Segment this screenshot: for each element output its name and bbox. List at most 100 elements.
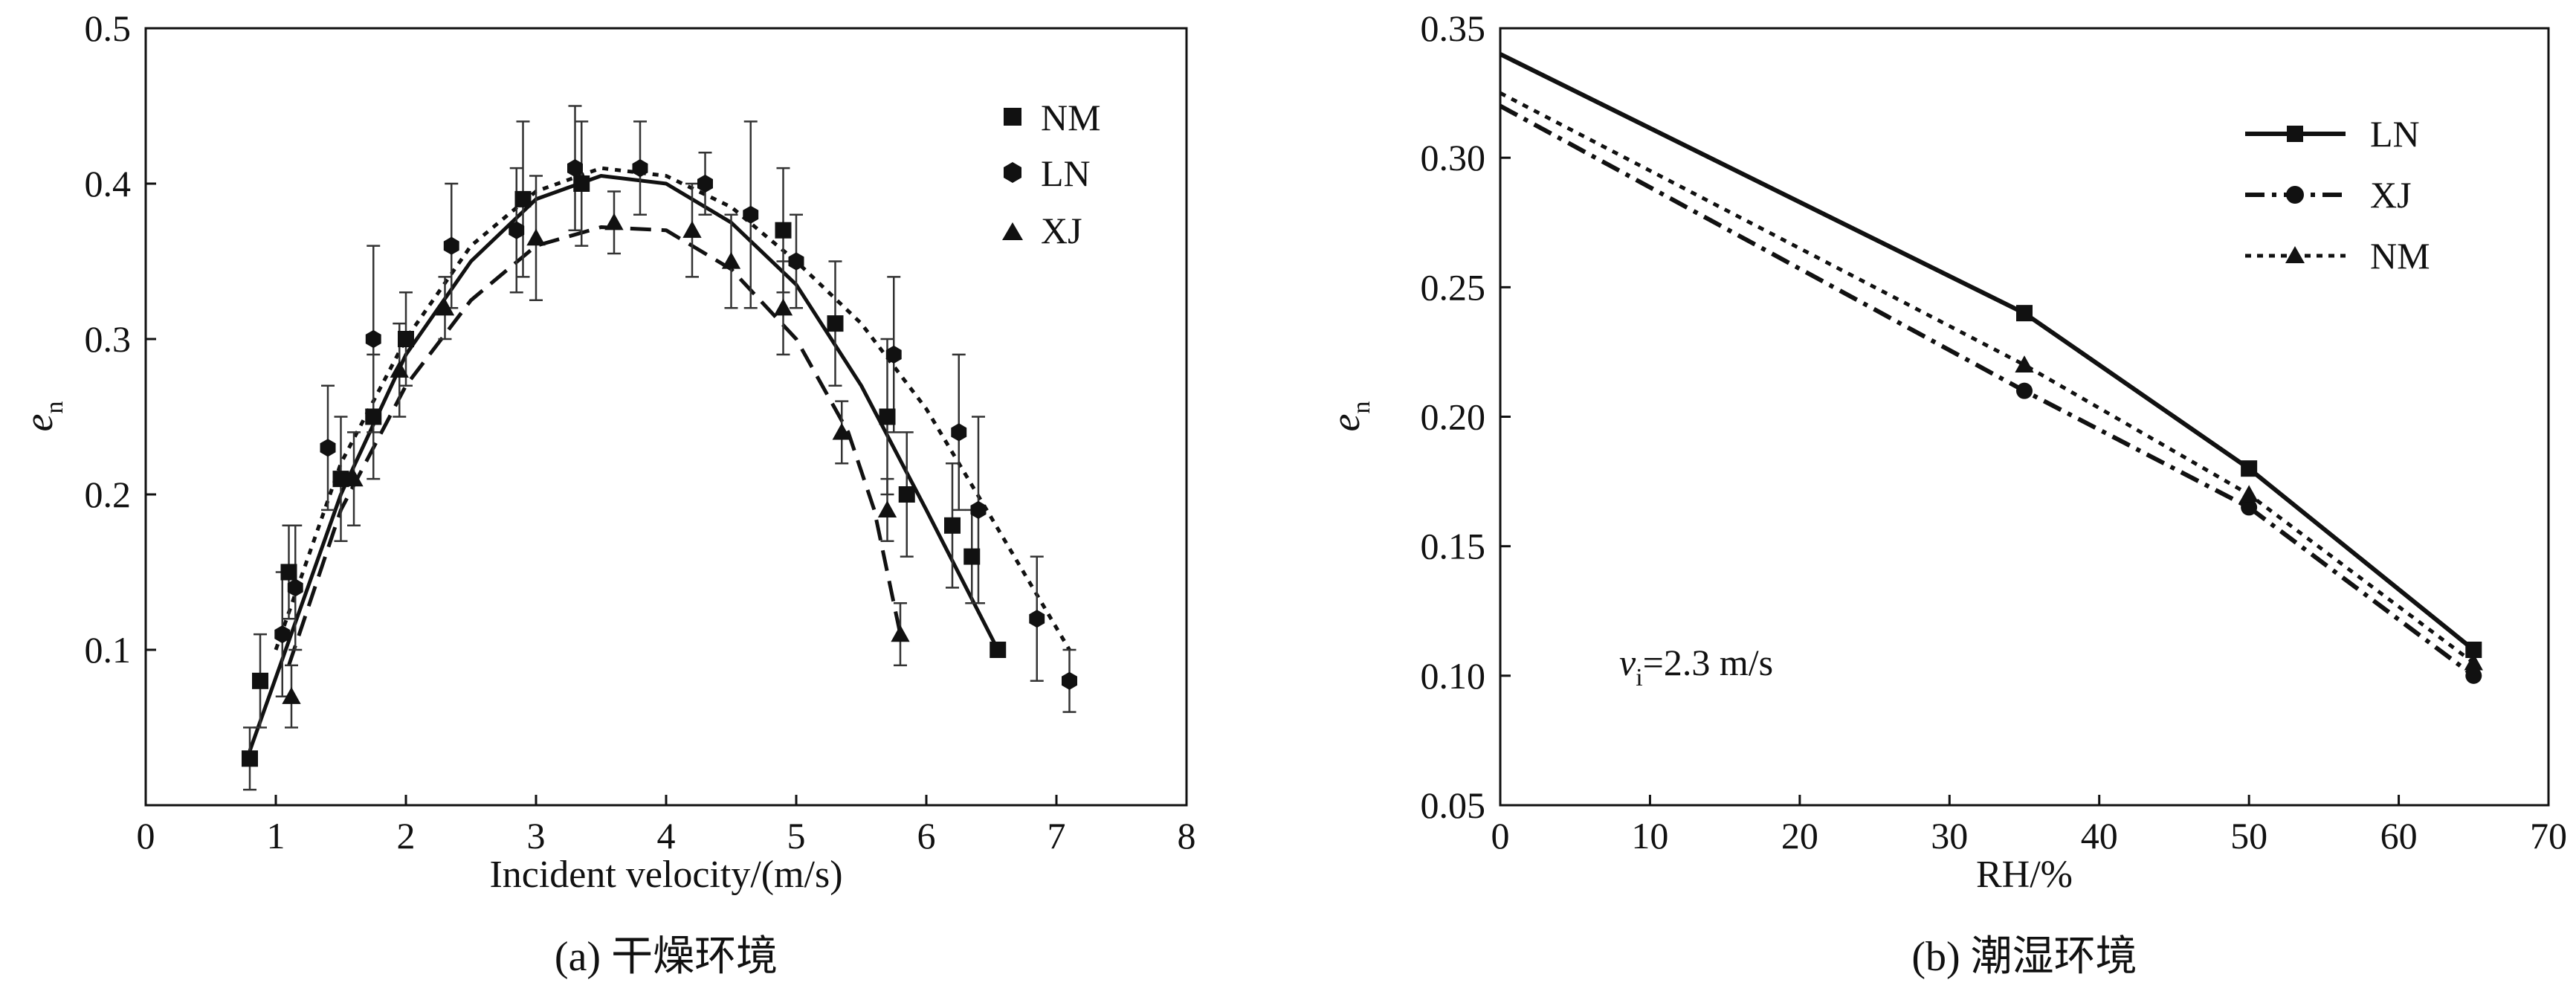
panel-b-x-axis-title: RH/% (1976, 854, 2073, 896)
panel-b-x-tick-label: 30 (1931, 815, 1968, 857)
panel-b-caption: (b) 潮湿环境 (1911, 934, 2137, 980)
panel-a-point-ln (320, 439, 336, 457)
panel-a-y-axis-title: en (16, 401, 68, 432)
panel-b-y-axis-title: en (1323, 401, 1375, 432)
panel-b-y-tick-label: 0.20 (1421, 396, 1486, 438)
panel-b-point-xj (2465, 667, 2482, 684)
panel-a-legend-label-ln: LN (1041, 152, 1091, 194)
panel-a-legend: NM LN XJ (1002, 97, 1101, 251)
panel-a-point-xj (282, 687, 301, 704)
panel-b-legend-label-xj: XJ (2370, 174, 2412, 216)
panel-a-point-ln (743, 205, 759, 224)
panel-a-legend-label-xj: XJ (1041, 210, 1082, 251)
panel-b-line-nm (1499, 91, 2475, 665)
panel-b-x-tick-label: 70 (2530, 815, 2567, 857)
panel-a-point-xj (604, 213, 624, 230)
annotation-value: =2.3 m/s (1643, 642, 1773, 683)
panel-a-x-tick-label: 0 (137, 815, 155, 857)
panel-a-y-tick-label: 0.5 (85, 7, 132, 49)
panel-b-x-tick-label: 10 (1631, 815, 1668, 857)
panel-b-point-nm (2015, 355, 2034, 372)
legend-triangle-marker (2285, 246, 2305, 263)
panel-b-point-ln (2241, 460, 2258, 477)
panel-a-point-nm (775, 222, 792, 239)
panel-a-y-axis-title-sub: n (41, 401, 68, 414)
panel-a-point-ln (885, 345, 902, 364)
panel-a-point-ln (1062, 671, 1077, 690)
panel-a-point-nm (898, 486, 915, 503)
panel-a-point-nm (280, 564, 297, 581)
panel-a-y-tick-label: 0.1 (85, 629, 132, 671)
panel-a-point-ln (632, 159, 648, 178)
panel-b-x-tick-label: 20 (1781, 815, 1818, 857)
panel-a-point-xj (891, 625, 910, 642)
panel-a-point-ln (951, 423, 967, 442)
panel-a-point-ln (970, 500, 987, 519)
panel-a-point-xj (721, 251, 741, 269)
panel-a-error-bars (243, 105, 1076, 791)
panel-a-x-ticks: 0 1 2 3 4 5 6 7 8 (137, 795, 1196, 857)
legend-square-marker (2287, 126, 2303, 142)
panel-a-point-nm (573, 175, 590, 192)
panel-a-point-ln (697, 174, 713, 193)
panel-a-plot-frame (144, 27, 1188, 807)
panel-b-y-tick-label: 0.30 (1421, 137, 1486, 178)
panel-b-point-nm (2239, 485, 2259, 503)
panel-a-point-xj (877, 500, 897, 518)
panel-a-y-tick-label: 0.2 (85, 474, 132, 515)
panel-a-x-tick-label: 4 (657, 815, 676, 857)
panel-b-y-tick-label: 0.10 (1421, 655, 1486, 697)
panel-b-legend-label-nm: NM (2370, 235, 2430, 277)
panel-a-point-ln (365, 329, 381, 349)
panel-a-point-nm (242, 750, 258, 767)
panel-a-point-ln (1029, 610, 1045, 628)
panel-b-x-tick-label: 40 (2081, 815, 2118, 857)
panel-a-point-nm (398, 331, 414, 347)
panel-a-point-ln (443, 236, 459, 255)
panel-b-point-xj (2241, 499, 2258, 516)
panel-b-y-tick-label: 0.05 (1421, 784, 1486, 826)
panel-a-x-tick-label: 2 (397, 815, 416, 857)
legend-hexagon-marker (1004, 162, 1021, 183)
panel-a-caption: (a) 干燥环境 (555, 934, 778, 980)
panel-a-legend-label-nm: NM (1041, 97, 1101, 138)
panel-a-point-xj (682, 221, 702, 238)
legend-triangle-marker (1002, 222, 1023, 240)
panel-b-velocity-annotation: vi=2.3 m/s (1619, 642, 1773, 691)
panel-b-y-axis-title-main: e (1323, 414, 1368, 432)
panel-a-point-nm (514, 190, 532, 207)
panel-b-point-ln (2465, 642, 2482, 658)
panel-a-point-nm (252, 672, 268, 689)
panel-a-point-ln (509, 221, 525, 239)
panel-a-point-nm (365, 408, 382, 425)
panel-a-point-xj (526, 228, 546, 246)
panel-a-data-points (242, 159, 1077, 767)
panel-a-point-xj (435, 298, 455, 316)
panel-a-point-xj (832, 422, 851, 440)
panel-b-x-tick-label: 0 (1491, 815, 1510, 857)
panel-b-data-points (2015, 305, 2483, 684)
panel-b-x-tick-label: 60 (2380, 815, 2418, 857)
panel-b-series-lines (1499, 52, 2476, 678)
annotation-sub-i: i (1636, 664, 1642, 691)
panel-a-point-nm (944, 517, 961, 534)
panel-a-point-ln (287, 578, 303, 597)
panel-a-x-tick-label: 3 (527, 815, 546, 857)
panel-a-point-xj (344, 469, 364, 487)
panel-b-legend-item-nm: NM (2245, 235, 2430, 277)
panel-a-point-ln (567, 159, 583, 178)
panel-b-legend-item-xj: XJ (2245, 174, 2412, 216)
panel-a-point-nm (990, 642, 1007, 658)
panel-a-x-tick-label: 7 (1047, 815, 1066, 857)
panel-b-humid-environment: 0 10 20 30 40 50 60 70 0.05 0.10 0.15 0.20 0.25 0.30… (1323, 7, 2567, 980)
panel-a-point-xj (773, 298, 793, 316)
panel-b-legend-label-ln: LN (2370, 113, 2420, 155)
panel-a-point-nm (963, 548, 981, 565)
panel-b-y-tick-label: 0.25 (1421, 266, 1486, 308)
panel-a-y-tick-label: 0.4 (85, 163, 132, 204)
panel-a-legend-item-nm: NM (1004, 97, 1101, 138)
panel-a-x-tick-label: 6 (917, 815, 936, 857)
panel-a-legend-item-ln: LN (1004, 152, 1091, 194)
panel-b-point-ln (2016, 305, 2033, 322)
